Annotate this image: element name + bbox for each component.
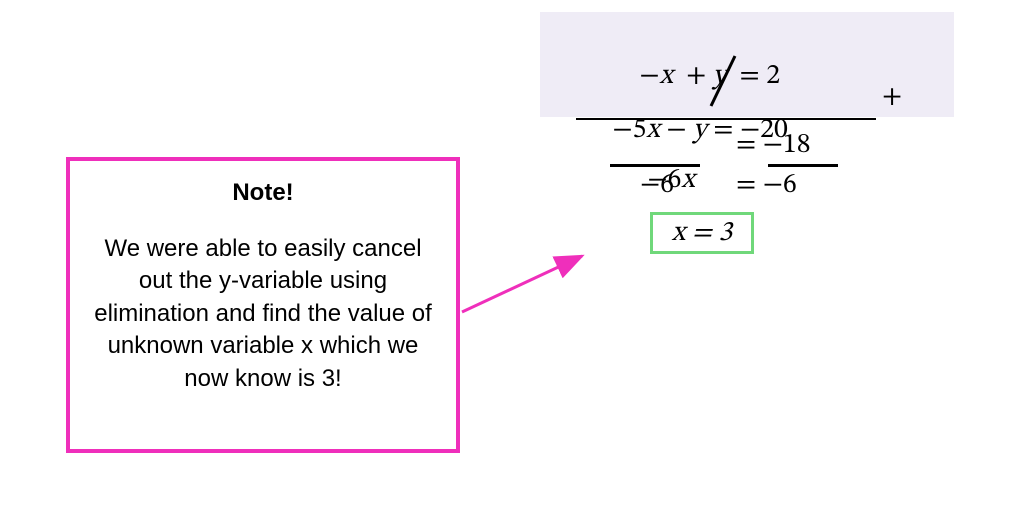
math-working: −x + y = 2 −5x − y = −20 + −6x = −18 −6 … (0, 0, 1023, 518)
answer-box: x = 3 (650, 212, 754, 254)
cancel-y-slash (0, 0, 1023, 518)
answer-text: x = 3 (672, 219, 733, 247)
